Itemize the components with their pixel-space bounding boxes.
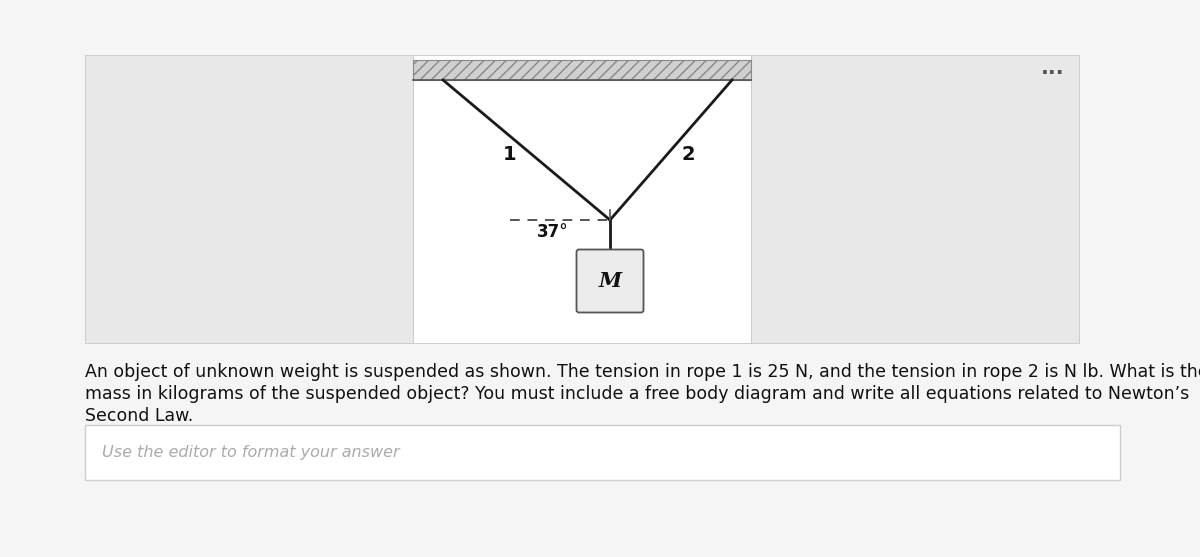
Text: 2: 2 (682, 145, 695, 164)
Text: Second Law.: Second Law. (85, 407, 193, 425)
Text: 1: 1 (503, 145, 517, 164)
Bar (413, 60, 751, 80)
Bar (751, 55, 1079, 343)
FancyBboxPatch shape (576, 250, 643, 312)
Bar (85, 425, 1120, 480)
Text: Use the editor to format your answer: Use the editor to format your answer (102, 444, 400, 460)
Text: M: M (599, 271, 622, 291)
Bar (413, 55, 751, 343)
Text: An object of unknown weight is suspended as shown. The tension in rope 1 is 25 N: An object of unknown weight is suspended… (85, 363, 1200, 381)
Text: 37°: 37° (538, 223, 569, 241)
Text: mass in kilograms of the suspended object? You must include a free body diagram : mass in kilograms of the suspended objec… (85, 385, 1189, 403)
Bar (413, 60, 751, 80)
Text: ...: ... (1042, 58, 1064, 78)
Bar (85, 55, 413, 343)
